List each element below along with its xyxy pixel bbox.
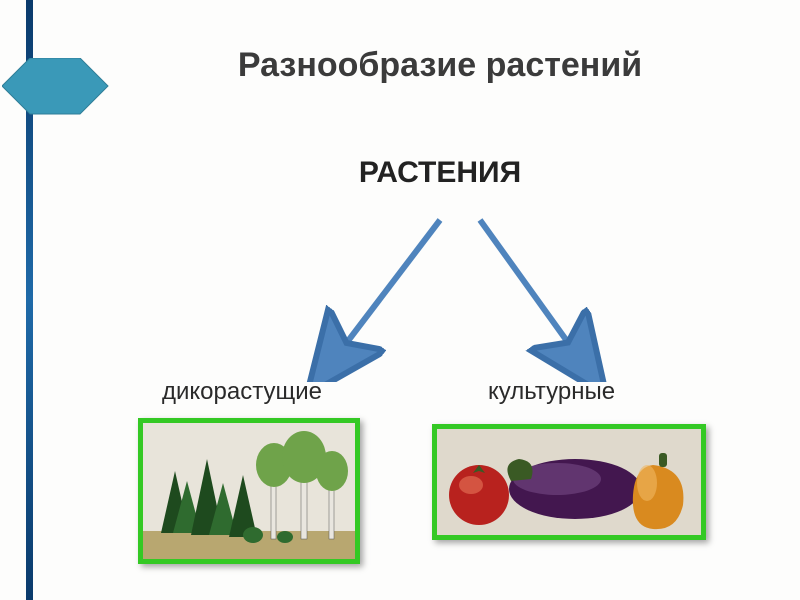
hex-polygon [2,58,108,114]
diagram-root-label: РАСТЕНИЯ [120,156,760,190]
branch-label-left: дикорастущие [162,378,322,406]
side-hex-shape [2,58,110,116]
vegetables-illustration [437,429,701,535]
branch-label-right: культурные [488,378,615,406]
arrow-right [480,220,582,362]
arrow-left [332,220,440,362]
branch-arrows [280,212,640,382]
page-title: Разнообразие растений [120,46,760,85]
forest-illustration [143,423,355,559]
image-box-cultivated [432,424,706,540]
image-box-wild [138,418,360,564]
